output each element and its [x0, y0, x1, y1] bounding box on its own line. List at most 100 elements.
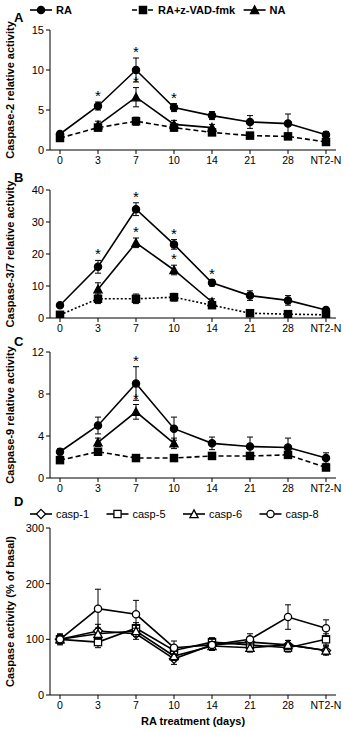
legend-label: RA — [56, 4, 72, 16]
marker — [56, 636, 63, 643]
x-axis-label: RA treatment (days) — [141, 715, 245, 727]
y-tick — [46, 30, 50, 31]
panel: CCaspase-9 relative activity048120371014… — [4, 334, 341, 494]
legend: RARA+z-VAD-fmkNA — [30, 4, 286, 16]
error-cap — [285, 305, 291, 306]
marker — [56, 636, 63, 643]
y-tick — [46, 318, 50, 319]
error-cap — [133, 600, 139, 601]
x-tick-label: 28 — [282, 699, 294, 711]
marker — [208, 124, 216, 132]
y-axis — [50, 30, 51, 150]
error-cap — [247, 115, 253, 116]
x-tick-label: 10 — [168, 482, 180, 494]
error-cap — [171, 274, 177, 275]
marker — [208, 641, 215, 648]
x-tick-label: 21 — [244, 699, 256, 711]
error-cap — [95, 295, 101, 296]
marker — [267, 510, 274, 517]
error-bar — [285, 296, 291, 306]
x-tick-label: NT2-N — [311, 699, 342, 711]
marker — [322, 311, 329, 318]
y-tick — [46, 190, 50, 191]
marker — [246, 132, 253, 139]
y-tick-label: 40 — [32, 184, 44, 196]
error-bar — [57, 449, 63, 455]
marker — [170, 120, 178, 128]
x-tick-label: 0 — [57, 699, 63, 711]
marker — [56, 635, 64, 643]
legend-label: RA+z-VAD-fmk — [158, 4, 236, 16]
marker — [56, 448, 63, 455]
error-bar — [209, 112, 215, 120]
legend-label: casp-5 — [133, 508, 166, 520]
x-tick-label: 3 — [95, 482, 101, 494]
x-tick-label: 3 — [95, 699, 101, 711]
marker — [132, 454, 139, 461]
error-bar — [95, 294, 101, 304]
series-line — [60, 609, 326, 648]
plot-area — [56, 203, 329, 318]
marker — [322, 464, 329, 471]
error-cap — [133, 636, 139, 637]
marker — [132, 93, 140, 101]
error-bar — [171, 417, 177, 440]
series-line — [60, 628, 326, 650]
marker — [94, 605, 101, 612]
y-axis — [50, 352, 51, 478]
error-bar — [57, 634, 63, 645]
marker — [284, 613, 291, 620]
marker — [37, 6, 44, 13]
x-tick-label: 3 — [95, 154, 101, 166]
series-line — [60, 209, 326, 310]
x-tick-label: 14 — [206, 699, 218, 711]
series-line — [60, 121, 326, 142]
error-cap — [95, 282, 101, 283]
marker — [94, 438, 102, 446]
error-cap — [171, 654, 177, 655]
y-tick-label: 20 — [32, 248, 44, 260]
x-tick-label: 7 — [133, 482, 139, 494]
y-tick — [46, 254, 50, 255]
x-tick-label: NT2-N — [311, 154, 342, 166]
marker — [94, 639, 101, 646]
annotation: * — [171, 250, 177, 267]
error-cap — [285, 604, 291, 605]
error-cap — [209, 437, 215, 438]
y-tick-label: 0 — [38, 144, 44, 156]
annotation: * — [171, 89, 177, 106]
error-bar — [247, 116, 253, 129]
error-cap — [247, 633, 253, 634]
marker — [94, 285, 102, 293]
error-cap — [133, 215, 139, 216]
error-cap — [133, 628, 139, 629]
error-cap — [285, 114, 291, 115]
error-bar — [95, 589, 101, 628]
marker — [56, 134, 63, 141]
panel: ACaspase-2 relative activity051015037101… — [4, 4, 341, 166]
error-bar — [209, 640, 215, 649]
error-cap — [95, 417, 101, 418]
annotation: * — [95, 87, 101, 104]
marker — [139, 6, 146, 13]
legend-label: casp-1 — [56, 508, 89, 520]
x-tick-label: 7 — [133, 154, 139, 166]
error-cap — [133, 628, 139, 629]
y-tick-label: 4 — [38, 430, 44, 442]
marker — [170, 439, 178, 447]
plot-area — [55, 589, 330, 664]
plot-area — [56, 367, 329, 471]
error-cap — [95, 639, 101, 640]
y-axis-label: Caspase-9 relative activity — [4, 345, 16, 483]
panel: DCaspase activity (% of basal)0100200300… — [4, 494, 341, 727]
y-tick — [46, 110, 50, 111]
error-cap — [95, 433, 101, 434]
y-tick-label: 8 — [38, 388, 44, 400]
y-tick — [46, 352, 50, 353]
marker — [94, 448, 101, 455]
error-cap — [95, 589, 101, 590]
marker — [251, 6, 259, 14]
y-tick — [46, 222, 50, 223]
y-tick — [46, 639, 50, 640]
y-tick-label: 10 — [32, 280, 44, 292]
